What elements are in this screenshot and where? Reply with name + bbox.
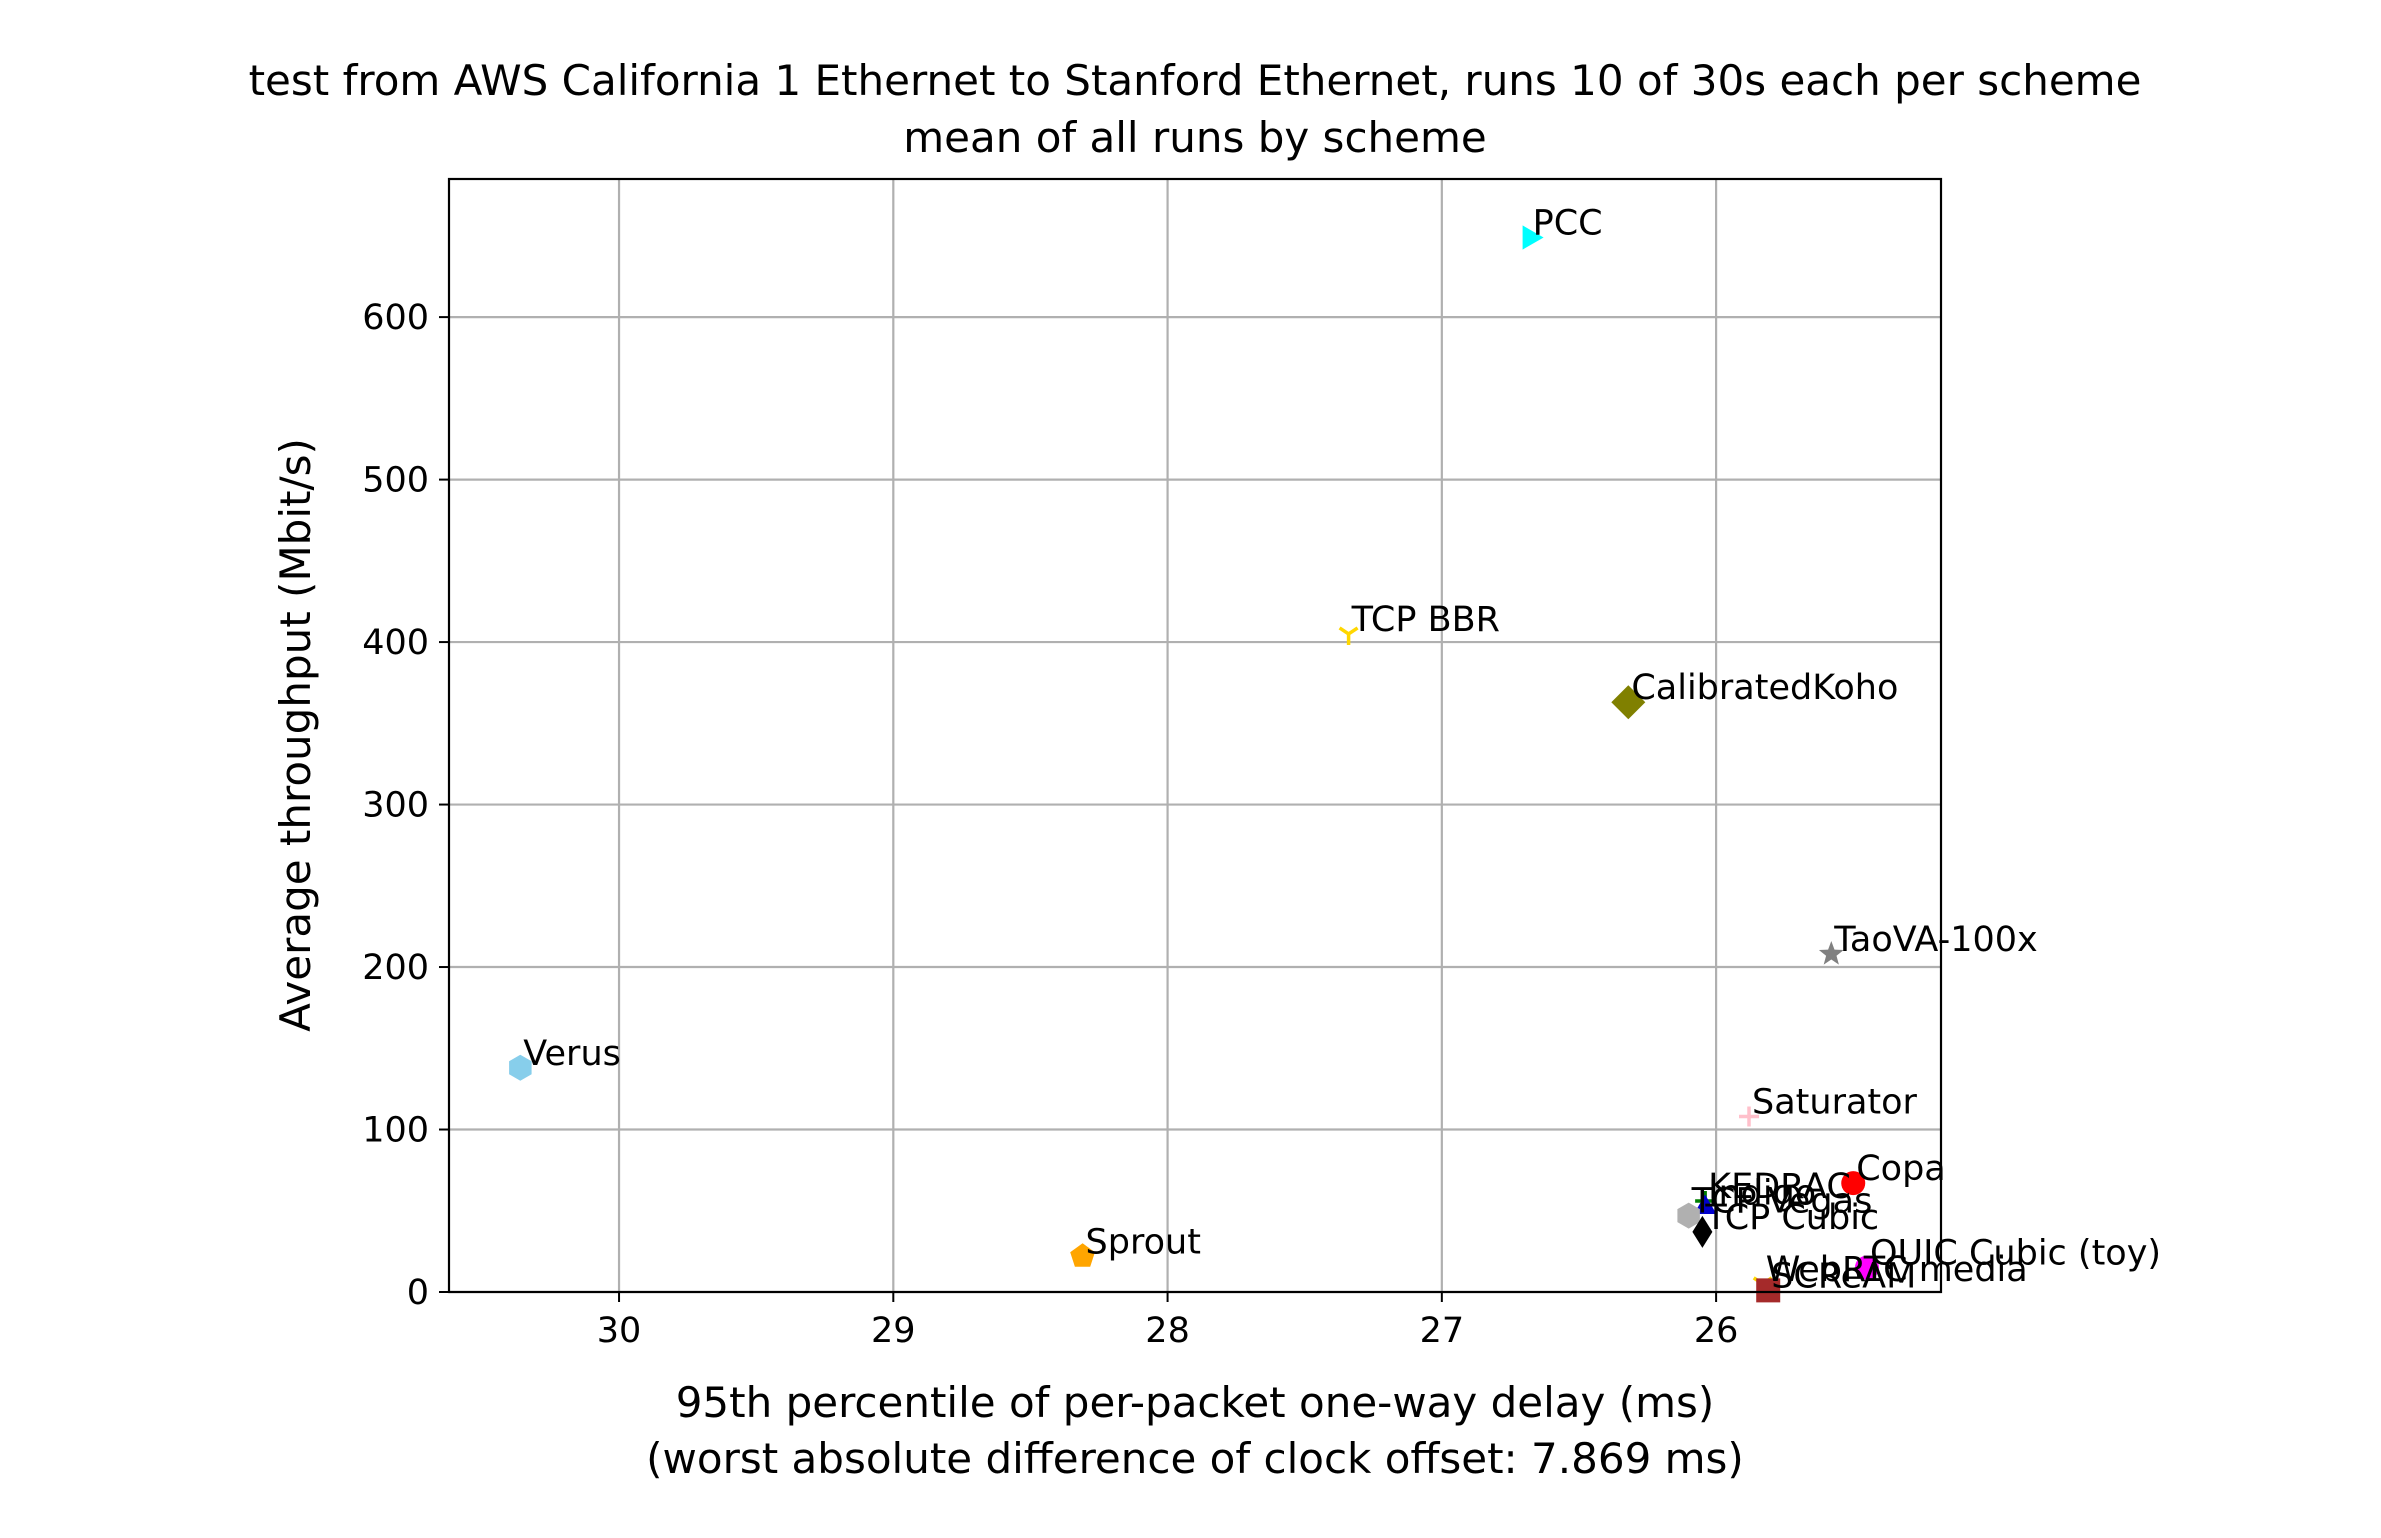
y-tick-label: 400 <box>362 623 429 663</box>
point-labels: PCC TCP BBR CalibratedKoho TaoVA-100x Verus S… <box>523 203 2161 1296</box>
x-axis-label: 95th percentile of per-packet one-way de… <box>676 1378 1715 1427</box>
x-tick-label: 27 <box>1420 1311 1465 1351</box>
point-label: TaoVA-100x <box>1833 920 2037 960</box>
data-points <box>509 225 1879 1303</box>
data-point <box>1739 1106 1760 1127</box>
plot-frame <box>447 177 1943 1294</box>
data-point <box>1677 1202 1700 1229</box>
y-tick-label: 200 <box>362 948 429 988</box>
data-point <box>1522 225 1544 250</box>
point-label: Indigo <box>1708 1174 1816 1214</box>
x-tick-label: 28 <box>1145 1311 1190 1351</box>
point-label: TCP BBR <box>1351 600 1500 640</box>
y-tick-label: 0 <box>407 1273 429 1313</box>
data-point <box>1338 626 1359 645</box>
data-point <box>1756 1278 1781 1303</box>
chart-subtitle: mean of all runs by scheme <box>903 113 1487 162</box>
y-tick-label: 600 <box>362 298 429 338</box>
x-axis-label-secondary: (worst absolute difference of clock offs… <box>646 1434 1744 1483</box>
point-label: CalibratedKoho <box>1631 668 1898 708</box>
y-tick-label: 300 <box>362 786 429 826</box>
ticks: 30 29 28 27 26 0 100 200 300 400 500 600 <box>362 298 1738 1351</box>
grid <box>449 179 1941 1294</box>
data-point <box>1841 1171 1866 1196</box>
point-label: QUIC Cubic (toy) <box>1870 1234 2161 1274</box>
point-label: Sprout <box>1086 1222 1201 1262</box>
point-label: Verus <box>523 1034 621 1074</box>
y-tick-label: 500 <box>362 461 429 501</box>
point-label: PCC <box>1533 203 1603 243</box>
data-point <box>1611 685 1646 720</box>
point-label: Copa <box>1856 1149 1946 1189</box>
data-point <box>1854 1255 1879 1280</box>
chart-title: test from AWS California 1 Ethernet to S… <box>249 56 2142 105</box>
point-label: WebRTC media <box>1766 1250 2028 1290</box>
data-point <box>1692 1215 1713 1248</box>
data-point <box>1818 941 1844 965</box>
x-tick-label: 29 <box>871 1311 916 1351</box>
data-point <box>1070 1243 1095 1267</box>
point-label: Saturator <box>1752 1083 1918 1123</box>
y-axis-label: Average throughput (Mbit/s) <box>271 438 320 1032</box>
y-tick-label: 100 <box>362 1111 429 1151</box>
x-tick-label: 26 <box>1694 1311 1739 1351</box>
x-tick-label: 30 <box>597 1311 642 1351</box>
point-label: KEDRAC <box>1708 1167 1851 1207</box>
point-label: SCReAM <box>1771 1256 1916 1296</box>
data-point <box>509 1054 532 1081</box>
point-label: TCP Cubic <box>1704 1198 1879 1238</box>
point-label: TCP Vegas <box>1691 1182 1873 1222</box>
